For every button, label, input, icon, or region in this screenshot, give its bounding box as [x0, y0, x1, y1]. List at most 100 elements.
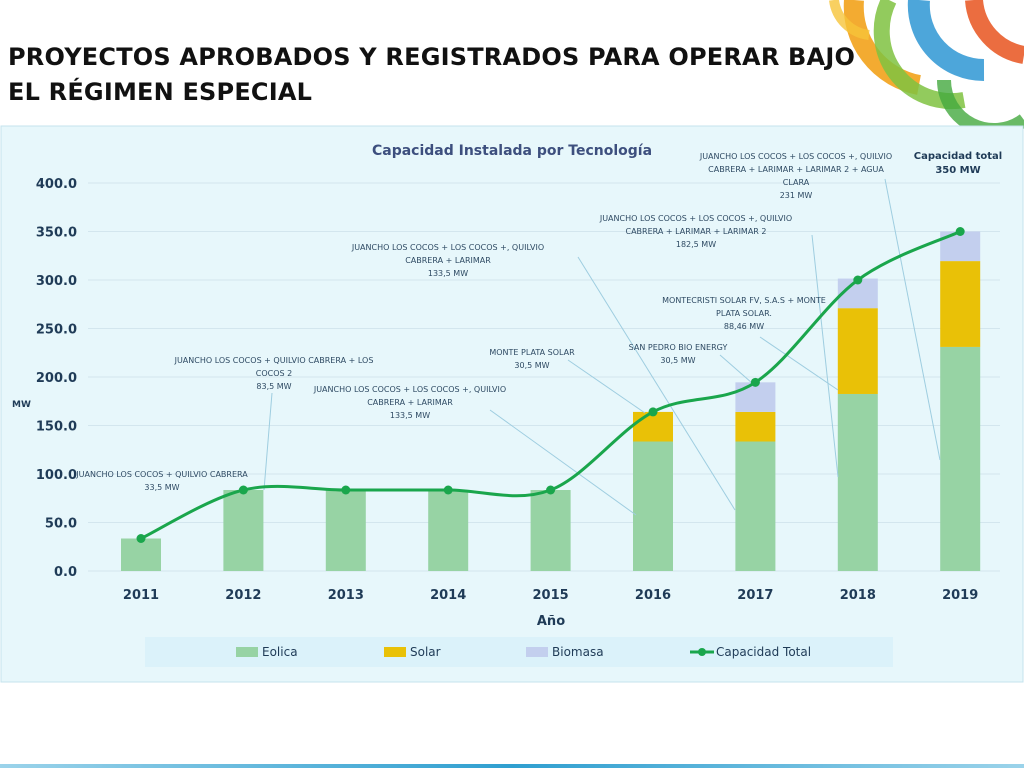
- y-tick-label: 50.0: [45, 517, 77, 532]
- bar-eolica-2019: [940, 346, 981, 571]
- capacity-chart: Capacidad Instalada por Tecnología 0.0 50…: [0, 125, 1024, 683]
- y-tick-label: 100.0: [36, 468, 77, 483]
- bar-solar-2019: [940, 261, 981, 347]
- y-tick-label: 200.0: [36, 371, 77, 386]
- annotation-text: JUANCHO LOS COCOS + LOS COCOS +, QUILVIO: [699, 152, 892, 161]
- annotation-leader: [759, 336, 839, 391]
- legend-label: Capacidad Total: [716, 645, 811, 659]
- annotation-text: 133,5 MW: [390, 411, 430, 420]
- annotation-leader: [489, 409, 637, 516]
- x-tick-label: 2012: [225, 588, 261, 603]
- capacity-total-point-2018: [853, 275, 863, 285]
- y-tick-label: 350.0: [36, 226, 77, 241]
- legend-swatch: [384, 647, 406, 657]
- annotation-text: 350 MW: [935, 165, 980, 176]
- capacity-total-point-2013: [341, 485, 351, 495]
- annotation-2016-2: JUANCHO LOS COCOS + LOS COCOS +, QUILVIO…: [313, 385, 506, 420]
- annotation-2011-0: JUANCHO LOS COCOS + QUILVIO CABRERA 33,5 …: [75, 470, 248, 492]
- annotation-2019-8: JUANCHO LOS COCOS + LOS COCOS +, QUILVIO…: [699, 152, 892, 200]
- capacity-total-curve: [140, 230, 961, 540]
- annotation-leader: [567, 359, 646, 414]
- bar-eolica-2013: [325, 490, 366, 571]
- annotation-text: CABRERA + LARIMAR + LARIMAR 2 + AGUA: [708, 165, 884, 174]
- annotation-leader: [719, 354, 753, 384]
- y-tick-label: 300.0: [36, 274, 77, 289]
- bar-eolica-2016: [633, 441, 673, 571]
- annotation-text: CLARA: [783, 178, 810, 187]
- y-tick-label: 250.0: [36, 323, 77, 338]
- annotation-text: CABRERA + LARIMAR: [367, 398, 453, 407]
- annotation-text: 30,5 MW: [514, 361, 549, 370]
- annotation-leader: [577, 256, 736, 511]
- legend-swatch: [236, 647, 258, 657]
- annotation-text: JUANCHO LOS COCOS + LOS COCOS +, QUILVIO: [313, 385, 506, 394]
- annotation-leader: [263, 392, 273, 491]
- bar-eolica-2018: [837, 393, 878, 571]
- annotation-2017-5: SAN PEDRO BIO ENERGY 30,5 MW: [629, 343, 728, 365]
- legend-item-eolica: Eolica: [236, 645, 298, 659]
- x-tick-label: 2016: [635, 588, 671, 603]
- annotation-text: MONTE PLATA SOLAR: [489, 348, 575, 357]
- bar-eolica-2011: [121, 538, 161, 571]
- annotation-text: 30,5 MW: [660, 356, 695, 365]
- capacity-total-line: [136, 227, 965, 544]
- annotation-2012-1: JUANCHO LOS COCOS + QUILVIO CABRERA + LO…: [174, 356, 374, 391]
- annotation-text: Capacidad total: [914, 151, 1003, 162]
- annotation-text: 133,5 MW: [428, 269, 468, 278]
- annotation-2019-9: Capacidad total 350 MW: [914, 151, 1003, 176]
- legend-label: Eolica: [262, 645, 298, 659]
- legend: Eolica Solar Biomasa Capacidad Total: [145, 637, 893, 667]
- x-tick-label: 2015: [533, 588, 569, 603]
- legend-background: [145, 637, 893, 667]
- bar-eolica-2017: [735, 441, 776, 571]
- legend-label: Biomasa: [552, 645, 604, 659]
- legend-item-capacidad-total: Capacidad Total: [690, 645, 811, 659]
- annotation-text: JUANCHO LOS COCOS + LOS COCOS +, QUILVIO: [599, 214, 792, 223]
- capacity-total-point-2017: [750, 377, 760, 387]
- slide-title-line-2: EL RÉGIMEN ESPECIAL: [8, 78, 313, 106]
- annotation-text: MONTECRISTI SOLAR FV, S.A.S + MONTE: [662, 296, 826, 305]
- y-axis-label: MW: [12, 400, 31, 410]
- bar-solar-2016: [633, 411, 673, 442]
- annotation-text: SAN PEDRO BIO ENERGY: [629, 343, 728, 352]
- x-tick-label: 2011: [123, 588, 159, 603]
- annotation-text: CABRERA + LARIMAR: [405, 256, 491, 265]
- legend-label: Solar: [410, 645, 441, 659]
- slide-title: PROYECTOS APROBADOS Y REGISTRADOS PARA O…: [8, 40, 868, 110]
- y-tick-label: 400.0: [36, 177, 77, 192]
- bars: [121, 231, 981, 571]
- annotation-2017-3: JUANCHO LOS COCOS + LOS COCOS +, QUILVIO…: [351, 243, 544, 278]
- legend-item-solar: Solar: [384, 645, 441, 659]
- annotation-text: 83,5 MW: [256, 382, 291, 391]
- capacity-total-point-2012: [238, 485, 248, 495]
- annotation-leader-lines: [263, 178, 941, 516]
- y-tick-label: 150.0: [36, 420, 77, 435]
- annotation-2018-6: MONTECRISTI SOLAR FV, S.A.S + MONTE PLATA…: [662, 296, 826, 331]
- annotation-text: JUANCHO LOS COCOS + QUILVIO CABRERA + LO…: [174, 356, 374, 365]
- y-axis-ticks: 0.0 50.0 100.0 150.0 200.0 250.0 300.0 350.0 400…: [36, 177, 77, 580]
- annotation-text: 33,5 MW: [144, 483, 179, 492]
- legend-swatch: [526, 647, 548, 657]
- bottom-accent-band: [0, 764, 1024, 768]
- x-tick-label: 2014: [430, 588, 466, 603]
- legend-item-biomasa: Biomasa: [526, 645, 604, 659]
- bar-biomasa-2017: [735, 382, 776, 412]
- annotation-text: JUANCHO LOS COCOS + LOS COCOS +, QUILVIO: [351, 243, 544, 252]
- chart-panel: Capacidad Instalada por Tecnología 0.0 50…: [0, 125, 1024, 685]
- annotation-text: COCOS 2: [256, 369, 292, 378]
- capacity-total-point-2014: [443, 485, 453, 495]
- bar-eolica-2012: [223, 490, 264, 571]
- annotation-text: 182,5 MW: [676, 240, 716, 249]
- annotation-text: JUANCHO LOS COCOS + QUILVIO CABRERA: [75, 470, 248, 479]
- x-tick-label: 2017: [737, 588, 773, 603]
- bar-solar-2018: [837, 308, 878, 394]
- slide-title-line-1: PROYECTOS APROBADOS Y REGISTRADOS PARA O…: [8, 43, 856, 71]
- annotation-leader: [884, 178, 941, 461]
- annotations: JUANCHO LOS COCOS + QUILVIO CABRERA 33,5 …: [75, 151, 1002, 492]
- x-axis-ticks: 2011 2012 2013 2014 2015 2016 2017 2018 2019: [123, 588, 978, 603]
- annotation-leader: [811, 234, 839, 478]
- bar-solar-2017: [735, 411, 776, 442]
- annotation-2018-7: JUANCHO LOS COCOS + LOS COCOS +, QUILVIO…: [599, 214, 792, 249]
- annotation-text: PLATA SOLAR.: [716, 309, 772, 318]
- capacity-total-point-2011: [136, 534, 146, 544]
